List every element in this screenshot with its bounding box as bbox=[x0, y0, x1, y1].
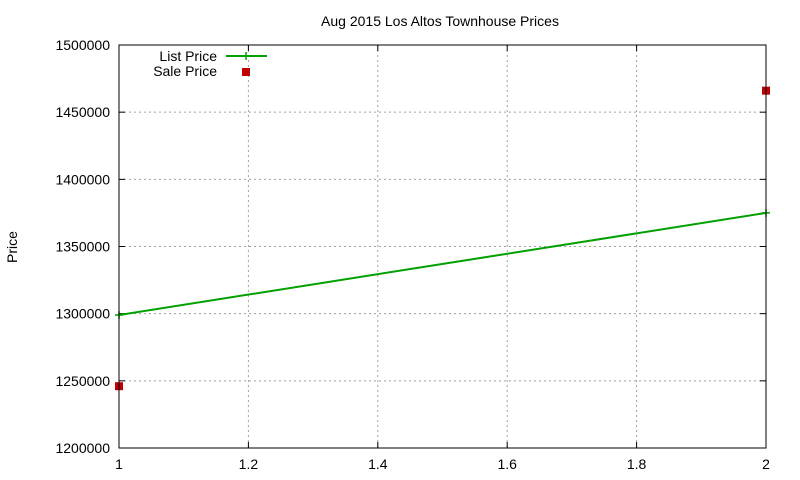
x-tick-label: 1.8 bbox=[627, 456, 647, 472]
legend-marker-list-price bbox=[242, 52, 250, 60]
x-tick-label: 1.6 bbox=[497, 456, 517, 472]
series-layer bbox=[115, 86, 770, 391]
chart-title: Aug 2015 Los Altos Townhouse Prices bbox=[321, 13, 559, 29]
x-tick-label: 1.4 bbox=[368, 456, 388, 472]
y-tick-label: 1200000 bbox=[55, 440, 110, 456]
y-tick-label: 1500000 bbox=[55, 37, 110, 53]
y-tick-label: 1450000 bbox=[55, 104, 110, 120]
plot-frame bbox=[118, 44, 767, 449]
axis-ticks: 1 1.2 1.4 1.6 1.8 2 1200000 1250000 1300000 13500… bbox=[55, 37, 770, 472]
y-tick-label: 1300000 bbox=[55, 306, 110, 322]
x-tick-label: 2 bbox=[762, 456, 770, 472]
x-tick-label: 1 bbox=[115, 456, 123, 472]
y-axis-label: Price bbox=[4, 231, 20, 263]
list-price-line bbox=[118, 211, 767, 316]
grid bbox=[119, 45, 766, 448]
x-tick-label: 1.2 bbox=[239, 456, 259, 472]
y-tick-label: 1350000 bbox=[55, 239, 110, 255]
legend-label-list-price: List Price bbox=[159, 48, 217, 64]
legend-label-sale-price: Sale Price bbox=[153, 63, 217, 79]
y-tick-label: 1400000 bbox=[55, 171, 110, 187]
legend-marker-sale-price bbox=[242, 68, 250, 76]
y-tick-label: 1250000 bbox=[55, 373, 110, 389]
